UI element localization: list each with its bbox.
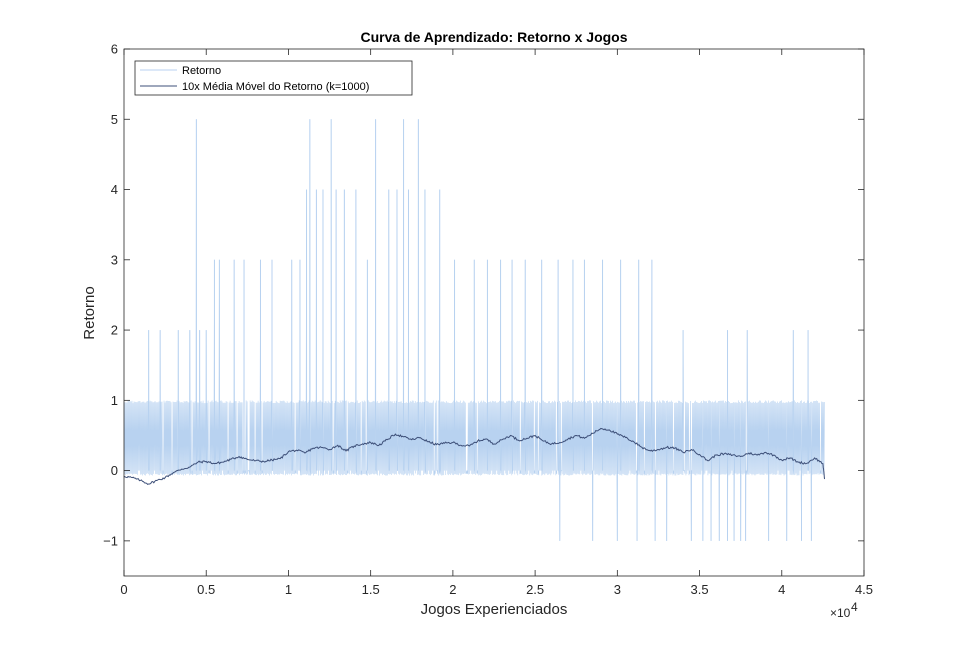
x-exponent-base: ×10 bbox=[830, 606, 851, 620]
y-tick-label: 3 bbox=[111, 252, 118, 267]
retorno-line bbox=[123, 119, 825, 541]
x-tick-label: 4.5 bbox=[855, 582, 873, 597]
x-tick-label: 3.5 bbox=[691, 582, 709, 597]
x-tick-label: 0 bbox=[120, 582, 127, 597]
x-tick-label: 1 bbox=[285, 582, 292, 597]
legend: Retorno 10x Média Móvel do Retorno (k=10… bbox=[134, 60, 413, 96]
x-tick-label: 1.5 bbox=[362, 582, 380, 597]
moving-average-series bbox=[123, 427, 826, 485]
x-tick-label: 3 bbox=[614, 582, 621, 597]
y-tick-label: 4 bbox=[111, 182, 118, 197]
legend-label-retorno: Retorno bbox=[182, 65, 221, 77]
x-axis-ticks: 0 0.5 1 1.5 2 2.5 3 3.5 4 4.5 bbox=[120, 49, 873, 597]
retorno-series bbox=[123, 119, 825, 541]
plot-axes-box bbox=[123, 48, 865, 577]
y-tick-label: 1 bbox=[111, 393, 118, 408]
x-exponent-power: 4 bbox=[851, 600, 858, 614]
y-tick-label: 2 bbox=[111, 323, 118, 338]
x-axis-label: Jogos Experienciados bbox=[421, 601, 568, 618]
moving-average-line bbox=[123, 427, 826, 485]
legend-box bbox=[134, 60, 413, 96]
y-tick-label: −1 bbox=[103, 533, 118, 548]
y-tick-label: 5 bbox=[111, 112, 118, 127]
x-axis-exponent: ×10 4 bbox=[830, 600, 858, 620]
chart-title: Curva de Aprendizado: Retorno x Jogos bbox=[360, 29, 627, 45]
y-tick-label: 6 bbox=[111, 42, 118, 57]
x-tick-label: 4 bbox=[778, 582, 785, 597]
x-tick-label: 2 bbox=[449, 582, 456, 597]
y-axis-label: Retorno bbox=[81, 286, 98, 339]
x-tick-label: 2.5 bbox=[526, 582, 544, 597]
x-tick-label: 0.5 bbox=[197, 582, 215, 597]
legend-label-moving-average: 10x Média Móvel do Retorno (k=1000) bbox=[182, 81, 369, 93]
y-tick-label: 0 bbox=[111, 463, 118, 478]
plot-area bbox=[124, 49, 864, 576]
y-axis-ticks: −1 0 1 2 3 4 5 6 bbox=[103, 42, 864, 548]
